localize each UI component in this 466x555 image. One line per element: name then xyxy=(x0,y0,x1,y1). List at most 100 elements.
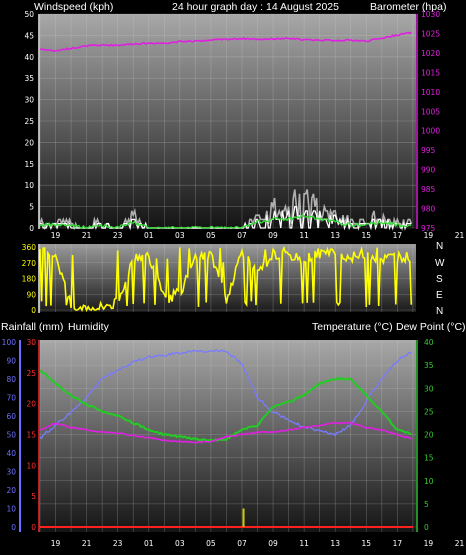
x-tick-label-23: 23 xyxy=(113,539,123,548)
dew-point-series-line xyxy=(39,369,412,443)
humidity-tick-10: 10 xyxy=(6,505,16,514)
humidity-tick-labels: 0 10 20 30 40 50 60 70 80 90 100 xyxy=(2,338,17,532)
temp-humidity-grid xyxy=(39,340,416,532)
temperature-series-line xyxy=(39,421,412,444)
wind-direction-series-line xyxy=(39,245,413,313)
x-tick-label-21: 21 xyxy=(455,539,465,548)
barometer-tick-985: 985 xyxy=(421,185,436,194)
barometer-tick-1015: 1015 xyxy=(421,68,440,77)
x-tick-label-11: 11 xyxy=(299,539,309,548)
rainfall-tick-30: 30 xyxy=(26,338,36,347)
temperature-tick-5: 5 xyxy=(424,500,429,509)
compass-n-bottom: N xyxy=(436,306,443,317)
rainfall-tick-0: 0 xyxy=(31,523,36,532)
temp-humidity-plot-area xyxy=(40,340,416,532)
x-tick-label-13: 13 xyxy=(330,539,340,548)
rainfall-tick-15: 15 xyxy=(26,431,36,440)
x-tick-label-21: 21 xyxy=(82,539,92,548)
x-tick-label-15: 15 xyxy=(362,539,372,548)
compass-n-top: N xyxy=(436,241,443,252)
humidity-tick-20: 20 xyxy=(6,486,16,495)
direction-tick-0: 0 xyxy=(31,306,36,315)
wind-average-series-line xyxy=(39,214,412,230)
wind-direction-tick-labels: 0 90 180 270 360 xyxy=(22,243,37,315)
temperature-axis-title: Temperature (°C) xyxy=(312,321,393,333)
rainfall-tick-5: 5 xyxy=(31,492,36,501)
temperature-tick-25: 25 xyxy=(424,407,434,416)
humidity-tick-80: 80 xyxy=(6,375,16,384)
barometer-series-line xyxy=(39,31,412,52)
compass-s: S xyxy=(436,274,443,285)
x-tick-label-21: 21 xyxy=(82,231,92,240)
barometer-tick-990: 990 xyxy=(421,166,436,175)
x-tick-label-01: 01 xyxy=(144,539,154,548)
barometer-tick-1020: 1020 xyxy=(421,49,440,58)
humidity-series-line xyxy=(39,349,412,440)
temperature-tick-10: 10 xyxy=(424,477,434,486)
rainfall-bar xyxy=(242,508,245,527)
direction-tick-270: 270 xyxy=(22,259,37,268)
windspeed-tick-45: 45 xyxy=(24,31,34,40)
x-tick-label-19: 19 xyxy=(51,539,61,548)
x-tick-label-21: 21 xyxy=(455,231,465,240)
windspeed-tick-15: 15 xyxy=(24,160,34,169)
x-tick-label-11: 11 xyxy=(299,231,309,240)
x-tick-label-05: 05 xyxy=(206,231,216,240)
x-tick-label-01: 01 xyxy=(144,231,154,240)
humidity-tick-50: 50 xyxy=(6,431,16,440)
windspeed-tick-10: 10 xyxy=(24,181,34,190)
x-tick-label-15: 15 xyxy=(362,231,372,240)
temp-humidity-time-tick-labels: 192123010305070911131517192123 xyxy=(51,539,465,548)
x-tick-label-19: 19 xyxy=(51,231,61,240)
direction-tick-90: 90 xyxy=(26,290,36,299)
direction-tick-180: 180 xyxy=(22,275,37,284)
x-tick-label-13: 13 xyxy=(330,231,340,240)
barometer-tick-1000: 1000 xyxy=(421,127,440,136)
barometer-tick-975: 975 xyxy=(421,224,436,233)
windspeed-tick-0: 0 xyxy=(29,224,34,233)
compass-labels: N W S E N xyxy=(435,241,445,317)
rainfall-tick-labels: 0 5 10 15 20 25 30 xyxy=(26,338,36,532)
barometer-tick-995: 995 xyxy=(421,146,436,155)
rainfall-tick-20: 20 xyxy=(26,400,36,409)
windspeed-tick-40: 40 xyxy=(24,53,34,62)
rainfall-tick-10: 10 xyxy=(26,461,36,470)
temperature-tick-40: 40 xyxy=(424,338,434,347)
windspeed-axis-title: Windspeed (kph) xyxy=(34,1,113,13)
x-tick-label-09: 09 xyxy=(268,539,278,548)
humidity-tick-40: 40 xyxy=(6,449,16,458)
x-tick-label-09: 09 xyxy=(268,231,278,240)
humidity-tick-0: 0 xyxy=(11,523,16,532)
dew-point-axis-title: Dew Point (°C) xyxy=(396,321,466,333)
windspeed-tick-labels: 0 5 10 15 20 25 30 35 40 45 50 xyxy=(24,10,34,233)
windspeed-tick-25: 25 xyxy=(24,117,34,126)
x-tick-label-07: 07 xyxy=(237,539,247,548)
barometer-tick-1030: 1030 xyxy=(421,10,440,19)
rainfall-tick-25: 25 xyxy=(26,369,36,378)
barometer-tick-1005: 1005 xyxy=(421,107,440,116)
windspeed-tick-50: 50 xyxy=(24,10,34,19)
humidity-axis-title: Humidity xyxy=(68,321,110,333)
compass-e: E xyxy=(436,290,443,301)
barometer-tick-980: 980 xyxy=(421,205,436,214)
x-tick-label-03: 03 xyxy=(175,231,185,240)
barometer-tick-labels: 975 980 985 990 995 1000 1005 1010 1015 1020 1025 1… xyxy=(421,10,440,233)
temperature-tick-35: 35 xyxy=(424,361,434,370)
windspeed-tick-20: 20 xyxy=(24,138,34,147)
x-tick-label-03: 03 xyxy=(175,539,185,548)
humidity-tick-90: 90 xyxy=(6,357,16,366)
x-tick-label-17: 17 xyxy=(393,231,403,240)
x-tick-label-17: 17 xyxy=(393,539,403,548)
humidity-tick-70: 70 xyxy=(6,394,16,403)
direction-tick-360: 360 xyxy=(22,243,37,252)
x-tick-label-07: 07 xyxy=(237,231,247,240)
humidity-tick-30: 30 xyxy=(6,468,16,477)
barometer-axis-title: Barometer (hpa) xyxy=(370,1,446,13)
temperature-tick-20: 20 xyxy=(424,431,434,440)
temperature-tick-labels: 0 5 10 15 20 25 30 35 40 xyxy=(424,338,434,532)
chart-title: 24 hour graph day : 14 August 2025 xyxy=(172,1,339,13)
x-tick-label-19: 19 xyxy=(424,539,434,548)
rainfall-axis-title: Rainfall (mm) xyxy=(1,321,63,333)
barometer-tick-1010: 1010 xyxy=(421,88,440,97)
